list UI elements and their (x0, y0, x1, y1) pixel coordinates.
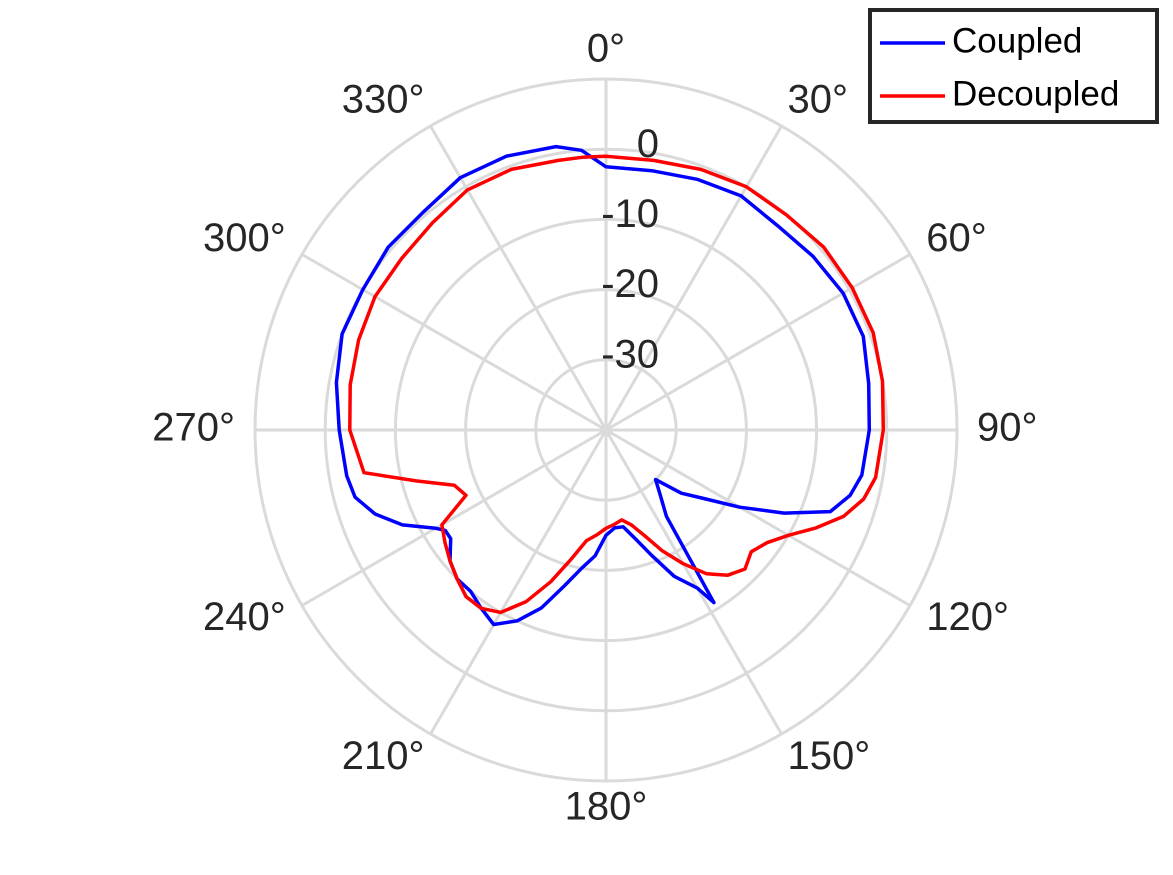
theta-tick-label: 90° (977, 406, 1038, 450)
theta-tick-label: 210° (342, 734, 425, 778)
legend-box (868, 8, 1159, 124)
grid-spoke-7 (429, 429, 608, 735)
polar-grid (253, 77, 959, 783)
legend: Coupled Decoupled (868, 8, 1159, 124)
legend-label-coupled: Coupled (952, 21, 1082, 60)
theta-tick-label: 330° (342, 77, 425, 121)
legend-label-decoupled: Decoupled (952, 74, 1119, 113)
grid-spoke-8 (301, 428, 607, 607)
series-layer (334, 144, 886, 627)
theta-tick-label: 0° (587, 27, 625, 71)
grid-spoke-1 (604, 125, 783, 431)
r-tick-label: -10 (601, 192, 659, 236)
r-tick-label: -20 (601, 262, 659, 306)
r-tick-label: 0 (637, 122, 659, 166)
theta-tick-labels: 0° 30° 60° 90° 120° 150° 180° 210° 240° 270° 300° 3… (152, 27, 1037, 829)
grid-spoke-2 (605, 253, 911, 432)
grid-spoke-5 (604, 429, 783, 735)
theta-tick-label: 270° (152, 406, 235, 450)
theta-tick-label: 150° (788, 734, 871, 778)
r-tick-labels: -30 -20 -10 0 (601, 122, 659, 377)
series-line-decoupled (348, 154, 886, 615)
theta-tick-label: 180° (565, 785, 648, 829)
series-line-coupled (334, 144, 872, 627)
theta-tick-label: 240° (203, 595, 286, 639)
grid-spoke-4 (605, 428, 911, 607)
grid-spoke-10 (301, 253, 607, 432)
grid-spoke-11 (429, 125, 608, 431)
r-tick-label: -30 (601, 332, 659, 376)
theta-tick-label: 60° (926, 216, 987, 260)
theta-tick-label: 120° (926, 595, 1009, 639)
theta-tick-label: 300° (203, 216, 286, 260)
theta-tick-label: 30° (788, 77, 849, 121)
